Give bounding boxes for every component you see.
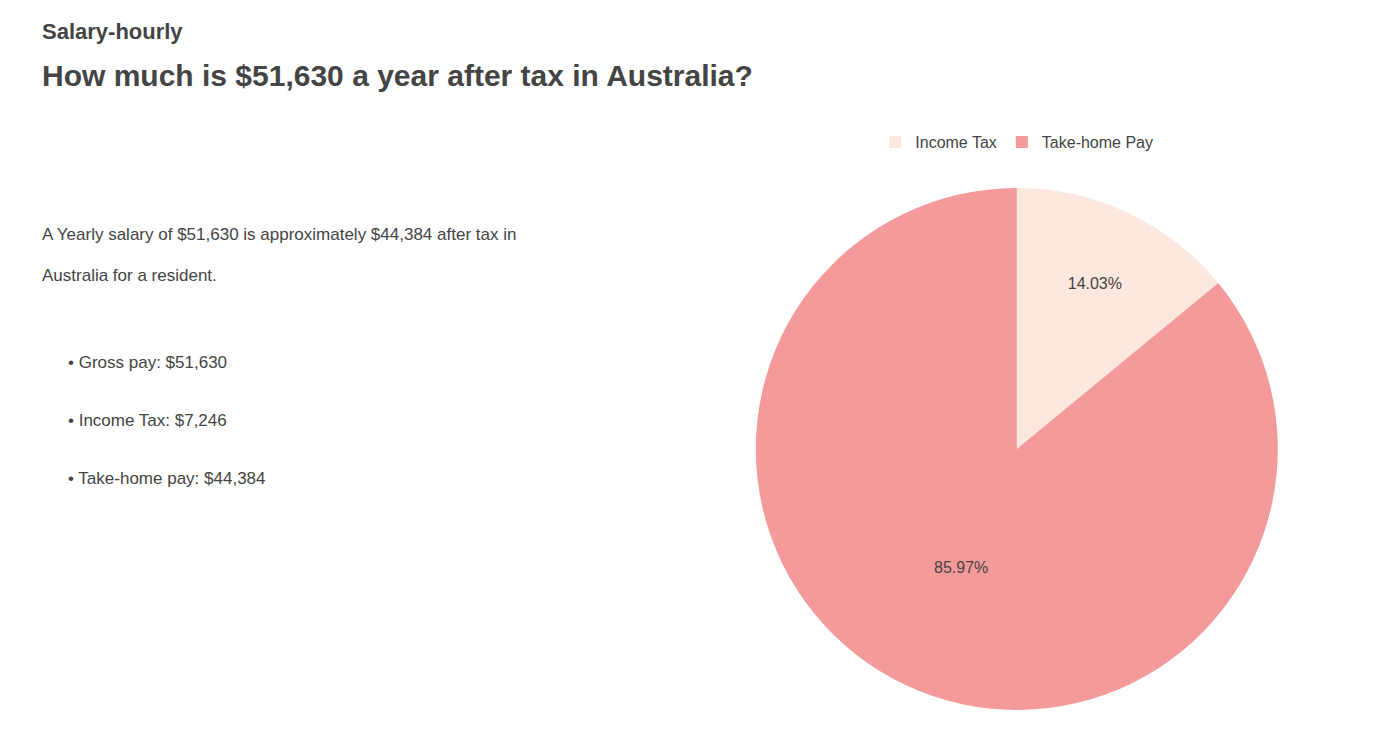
svg-text:Salary-hourly: Salary-hourly <box>42 19 183 44</box>
svg-text:Australia for a resident.: Australia for a resident. <box>42 266 217 285</box>
svg-text:14.03%: 14.03% <box>1068 275 1122 292</box>
svg-text:• Take-home pay: $44,384: • Take-home pay: $44,384 <box>68 469 266 488</box>
svg-text:Income Tax: Income Tax <box>915 134 997 151</box>
svg-text:A Yearly salary of $51,630 is: A Yearly salary of $51,630 is approximat… <box>42 225 516 244</box>
svg-text:• Income Tax: $7,246: • Income Tax: $7,246 <box>68 411 227 430</box>
svg-text:Take-home Pay: Take-home Pay <box>1042 134 1153 151</box>
svg-text:85.97%: 85.97% <box>934 559 988 576</box>
svg-text:• Gross pay: $51,630: • Gross pay: $51,630 <box>68 353 227 372</box>
svg-text:How much is $51,630 a year aft: How much is $51,630 a year after tax in … <box>42 59 753 92</box>
